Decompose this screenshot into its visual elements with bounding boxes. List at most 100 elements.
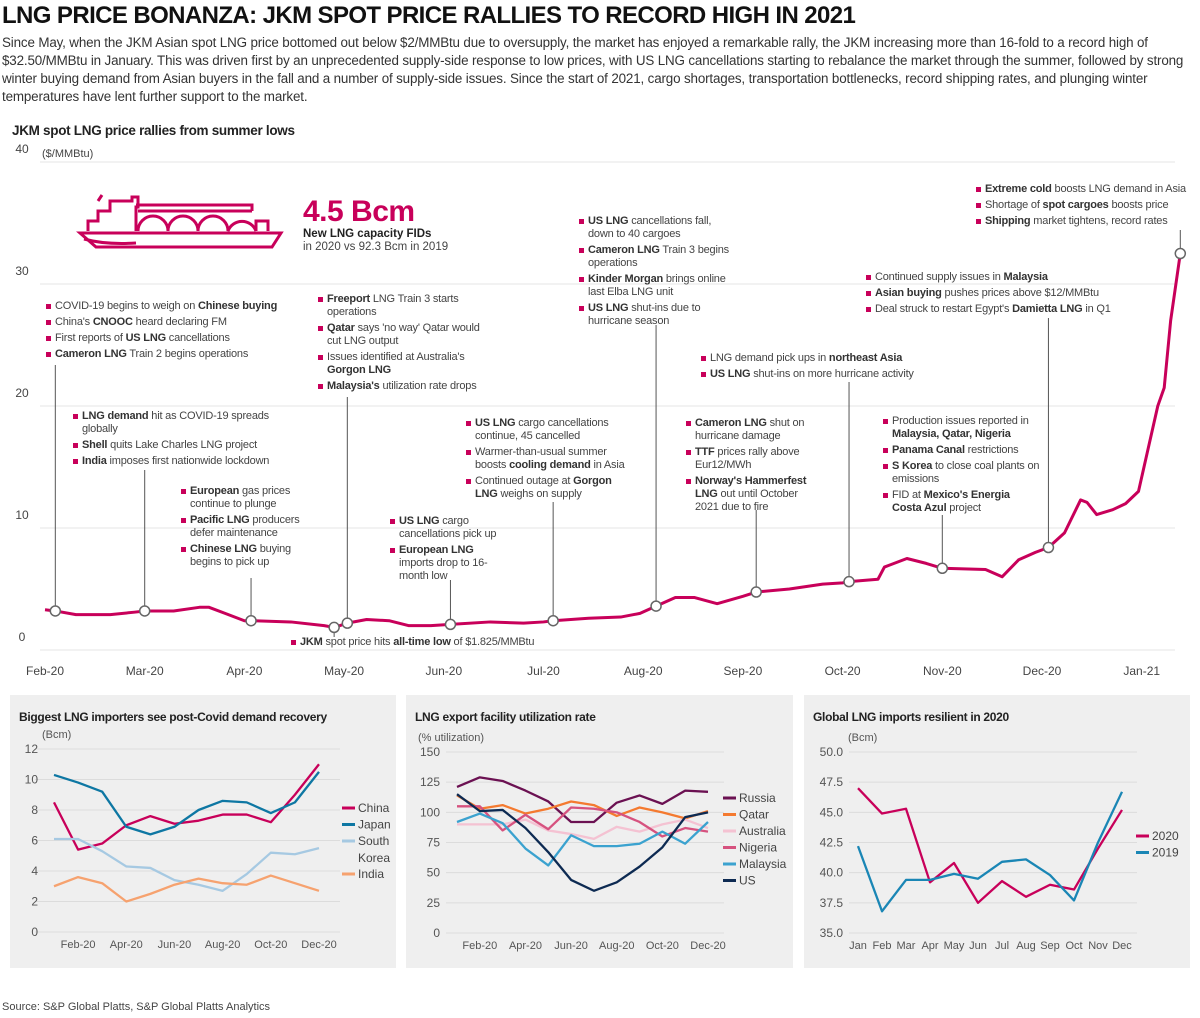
y-tick-label: 150 (420, 745, 440, 759)
annotation-bullet: Cameron LNG shut on hurricane damage (685, 417, 810, 443)
annotation-bold-text: northeast Asia (828, 352, 903, 364)
annotation-box: US LNG cancellations fall, down to 40 ca… (578, 215, 738, 331)
y-tick-label: 35.0 (820, 926, 844, 940)
x-tick-label: Jun-20 (425, 664, 462, 678)
annotation-text: cargo cancellations pick up (399, 515, 497, 540)
event-marker (1042, 541, 1055, 554)
series-line-qatar (456, 794, 709, 820)
annotation-text: spot price hits (322, 636, 394, 648)
x-tick-label: Feb (873, 940, 892, 952)
annotation-bullet: Panama Canal restrictions (882, 444, 1042, 457)
annotation-bullet: First reports of US LNG cancellations (45, 332, 310, 345)
annotation-bullet: Issues identified at Australia's Gorgon … (317, 351, 489, 377)
annotation-bold-text: TTF (695, 446, 715, 458)
x-tick-label: Jun (969, 940, 987, 952)
fid-subtext: in 2020 vs 92.3 Bcm in 2019 (303, 241, 449, 253)
annotation-bullet: Malaysia's utilization rate drops (317, 380, 489, 393)
y-tick-label: 12 (25, 742, 39, 756)
x-tick-label: Feb-20 (462, 940, 497, 952)
annotation-bold-text: spot cargoes (1042, 199, 1109, 211)
annotation-bullet: Pacific LNG producers defer maintenance (180, 514, 310, 540)
y-tick-label: 0 (433, 926, 440, 940)
annotation-text: LNG Train 3 starts operations (327, 293, 459, 318)
annotation-bullet: Continued outage at Gorgon LNG weighs on… (465, 475, 637, 501)
annotation-bold-text: S Korea (892, 460, 933, 472)
annotation-text: shut-ins on more hurricane activity (750, 368, 914, 380)
annotation-text: hit as COVID-19 spreads globally (82, 410, 269, 435)
event-marker (444, 618, 457, 631)
annotation-text: cargo cancellations continue, 45 cancell… (475, 417, 609, 442)
annotation-bullet: LNG demand pick ups in northeast Asia (700, 352, 940, 365)
annotation-bold-text: US LNG (588, 302, 629, 314)
annotation-text: Production issues reported in (892, 415, 1029, 427)
annotation-bullet: JKM spot price hits all-time low of $1.8… (290, 636, 590, 649)
annotation-text: project (946, 502, 981, 514)
annotation-text: Continued outage at (475, 475, 574, 487)
x-tick-label: Jun-20 (158, 939, 192, 951)
annotation-text: quits Lake Charles LNG project (107, 439, 258, 451)
annotation-bullet: Deal struck to restart Egypt's Damietta … (865, 303, 1140, 316)
series-line-2019 (856, 791, 1124, 913)
annotation-text: LNG demand pick ups in (710, 352, 829, 364)
annotation-text: in Asia (590, 459, 625, 471)
y-tick-label: 40 (15, 142, 29, 156)
legend-label: Japan (358, 818, 391, 832)
series-line-2020 (857, 787, 1123, 904)
series-line-india (53, 874, 320, 903)
event-marker (49, 605, 62, 617)
legend-label: US (739, 874, 756, 888)
lng-tanker-ship-icon (76, 194, 284, 249)
y-tick-label: 20 (15, 386, 29, 400)
annotation-text: to close coal plants on emissions (892, 460, 1040, 485)
event-marker (936, 562, 949, 575)
annotation-text: utilization rate drops (379, 380, 477, 392)
x-tick-label: May (944, 940, 965, 952)
annotation-bold-text: Chinese buying (197, 300, 278, 312)
annotation-bullet: European LNG imports drop to 16-month lo… (389, 544, 507, 583)
main-price-chart: 0 10 20 30 40 ($/MMBtu) Feb-20 Mar-20 Apr-20 May-… (15, 142, 1187, 678)
annotation-text: Issues identified at Australia's (327, 351, 465, 363)
utilization-chart: 0 25 50 75 100 125 150(% utilization) Feb-20 Apr… (418, 732, 787, 952)
annotation-box: Continued supply issues in Malaysia Asian… (865, 271, 1140, 319)
legend-label: Australia (739, 824, 786, 838)
annotation-bullet: US LNG shut-ins due to hurricane season (578, 302, 738, 328)
annotation-bold-text: European LNG (399, 544, 474, 556)
annotation-bold-text: cooling demand (509, 459, 591, 471)
annotation-bullet: Qatar says 'no way' Qatar would cut LNG … (317, 322, 489, 348)
x-tick-label: Oct (1065, 940, 1082, 952)
annotation-bullet: China's CNOOC heard declaring FM (45, 316, 310, 329)
x-tick-label: Oct-20 (254, 939, 287, 951)
annotation-text: Train 3 begins operations (588, 244, 729, 269)
annotation-bold-text: Pacific LNG (190, 514, 250, 526)
x-tick-label: Dec (1112, 940, 1132, 952)
x-tick-label: Mar-20 (126, 664, 164, 678)
annotation-text: out until October 2021 due to fire (695, 488, 798, 513)
y-tick-label: 0 (19, 630, 26, 644)
legend-label: China (358, 801, 390, 815)
annotation-bold-text: Damietta LNG (1012, 303, 1083, 315)
y-tick-label: 75 (427, 836, 441, 850)
series-line-south-korea (54, 837, 320, 892)
annotation-text: FID at (892, 489, 924, 501)
annotation-bullet: Shell quits Lake Charles LNG project (72, 439, 307, 452)
annotation-bullet: Cameron LNG Train 3 begins operations (578, 244, 738, 270)
panel-importers: Biggest LNG importers see post-Covid dem… (10, 695, 396, 968)
annotation-text: Continued supply issues in (875, 271, 1004, 283)
annotation-bullet: Production issues reported in Malaysia, … (882, 415, 1042, 441)
event-marker (547, 614, 559, 627)
annotation-bullet: Warmer-than-usual summer boosts cooling … (465, 446, 637, 472)
y-tick-label: 10 (15, 508, 29, 522)
annotation-box: LNG demand pick ups in northeast Asia US … (700, 352, 940, 384)
legend-label: Malaysia (739, 857, 787, 871)
x-tick-label: Aug-20 (599, 940, 634, 952)
annotation-text: heard declaring FM (132, 316, 227, 328)
annotation-bullet: Shortage of spot cargoes boosts price (975, 199, 1200, 212)
annotation-text: buying begins to pick up (190, 543, 291, 568)
annotation-bullet: Shipping market tightens, record rates (975, 215, 1200, 228)
annotation-box: Extreme cold boosts LNG demand in Asia Sh… (975, 183, 1200, 231)
annotation-bullet: European gas prices continue to plunge (180, 485, 310, 511)
annotation-text: weighs on supply (497, 488, 582, 500)
x-tick-label: Sep (1040, 940, 1060, 952)
legend-label: 2020 (1152, 829, 1179, 843)
series-line-us (456, 793, 709, 892)
